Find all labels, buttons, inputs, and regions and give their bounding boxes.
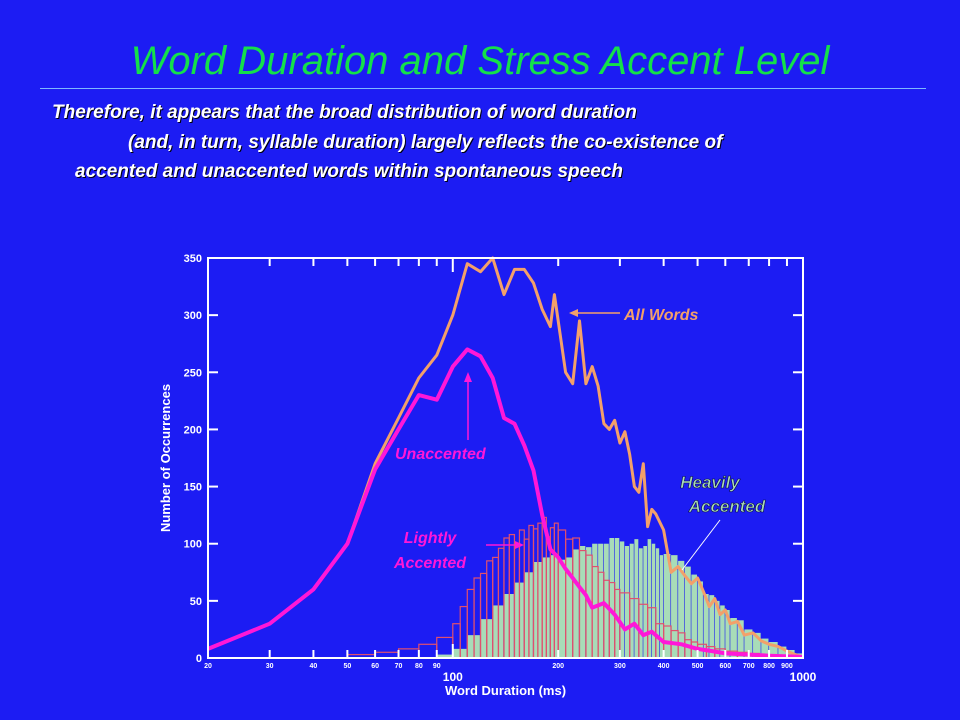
annotation-heavily-accented-line-2: Accented <box>688 497 766 516</box>
pointer-heavily-accented <box>681 519 721 571</box>
heavily-accented-bar <box>643 546 648 658</box>
series-lines <box>207 256 804 659</box>
heavily-accented-bar <box>614 538 620 658</box>
heavily-accented-bar <box>655 548 660 658</box>
y-axis-label: Number of Occurrences <box>158 384 173 532</box>
title-divider <box>40 88 926 89</box>
heavily-accented-bar <box>572 549 579 658</box>
heavily-accented-bar <box>638 548 643 658</box>
heavily-accented-bar <box>761 638 769 658</box>
heavily-accented-bar <box>598 543 604 658</box>
x-tick-label: 600 <box>719 663 731 670</box>
heavily-accented-bar <box>744 629 753 658</box>
body-text-line-2: (and, in turn, syllable duration) largel… <box>128 132 723 153</box>
plot-frame <box>207 257 804 659</box>
x-tick-label: 800 <box>763 663 775 670</box>
x-tick-label: 20 <box>204 663 212 670</box>
y-tick-label: 350 <box>184 253 202 265</box>
heavily-accented-bar <box>436 654 453 658</box>
annotation-lightly-accented-line-1: Lightly <box>404 530 458 547</box>
x-tick-label: 80 <box>415 663 423 670</box>
heavily-accented-bar <box>730 618 737 658</box>
x-tick-label: 60 <box>371 663 379 670</box>
heavily-accented-bar <box>691 574 697 658</box>
x-tick-label: 700 <box>743 663 755 670</box>
heavily-accented-bar <box>678 560 685 658</box>
heavily-accented-bar <box>714 600 720 658</box>
heavily-accented-bar <box>725 610 730 658</box>
x-major-tick-label: 1000 <box>790 670 817 684</box>
x-tick-label: 50 <box>343 663 351 670</box>
y-tick-label: 250 <box>184 367 202 379</box>
y-tick-label: 200 <box>184 424 202 436</box>
x-tick-label: 500 <box>692 663 704 670</box>
heavily-accented-bar <box>579 546 586 658</box>
arrowhead-lightly-accented <box>515 541 524 549</box>
annotation-unaccented: Unaccented <box>395 446 487 463</box>
unaccented-line <box>207 347 804 659</box>
body-text-line-1: Therefore, it appears that the broad dis… <box>52 102 637 123</box>
x-tick-label: 300 <box>614 663 626 670</box>
heavily-accented-bar <box>603 543 609 658</box>
x-tick-label: 40 <box>310 663 318 670</box>
heavily-accented-bar <box>609 538 615 658</box>
heavily-accented-bar <box>720 605 725 658</box>
plot-axes: 0 50 100 150 200 250 300 350 20 30 40 50 60 70 80 90 200… <box>158 253 817 698</box>
heavily-accented-bar <box>709 595 715 658</box>
heavily-accented-bar <box>565 557 573 658</box>
x-tick-label: 70 <box>395 663 403 670</box>
y-tick-label: 0 <box>196 653 202 665</box>
annotations: All Words Unaccented Lightly Accented Heavil… <box>393 307 766 572</box>
heavily-accented-bar <box>671 555 678 658</box>
heavily-accented-bar <box>592 543 598 658</box>
y-tick-label: 150 <box>184 482 202 494</box>
heavily-accented-bar <box>624 546 630 658</box>
y-tick-label: 100 <box>184 539 202 551</box>
heavily-accented-bar <box>697 581 703 658</box>
x-tick-label: 200 <box>552 663 564 670</box>
x-tick-label: 400 <box>658 663 670 670</box>
body-text-line-3: accented and unaccented words within spo… <box>75 161 623 182</box>
arrowhead-unaccented <box>464 372 472 382</box>
lightly-accented-bar <box>397 648 420 659</box>
heavily-accented-bar <box>737 620 744 658</box>
heavily-accented-bar <box>663 554 671 658</box>
annotation-lightly-accented-line-2: Accented <box>393 555 467 572</box>
lightly-accented-bar <box>418 643 438 659</box>
arrowhead-all-words <box>569 309 578 317</box>
heavily-accented-bar <box>647 539 652 658</box>
heavily-accented-bar <box>651 543 656 658</box>
x-axis-label: Word Duration (ms) <box>445 683 566 698</box>
heavily-accented-bar <box>684 566 691 658</box>
x-tick-label: 900 <box>781 663 793 670</box>
annotation-all-words: All Words <box>623 307 698 324</box>
x-tick-label: 90 <box>433 663 441 670</box>
heavily-accented-bar <box>703 594 709 658</box>
heavily-accented-bar <box>629 543 634 658</box>
heavily-accented-bar <box>753 632 761 658</box>
heavily-accented-bar <box>778 646 787 658</box>
x-major-tick-label: 100 <box>443 670 463 684</box>
annotation-heavily-accented-line-1: Heavily <box>680 473 741 492</box>
heavily-accented-bar <box>619 541 625 658</box>
x-tick-label: 30 <box>266 663 274 670</box>
y-tick-label: 50 <box>190 596 202 608</box>
y-tick-label: 300 <box>184 310 202 322</box>
slide-title: Word Duration and Stress Accent Level <box>130 39 830 83</box>
heavily-accented-bar <box>558 559 566 658</box>
all-words-line <box>207 256 804 659</box>
heavily-accented-bar <box>769 642 778 658</box>
heavily-accented-bar <box>659 555 664 658</box>
